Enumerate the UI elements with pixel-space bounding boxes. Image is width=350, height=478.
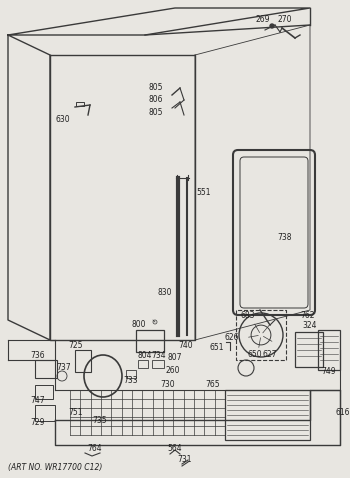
Circle shape (270, 24, 274, 28)
Text: 830: 830 (158, 288, 172, 297)
Text: 729: 729 (30, 418, 44, 427)
Bar (35, 405, 55, 421)
Text: 564: 564 (168, 444, 182, 453)
Text: 762: 762 (300, 311, 315, 320)
Text: 324: 324 (302, 321, 316, 330)
Bar (318, 330, 340, 370)
Text: 260: 260 (166, 366, 181, 375)
Bar (75, 350, 91, 372)
Text: 730: 730 (160, 380, 175, 389)
Bar (152, 360, 164, 368)
Text: 735: 735 (93, 416, 107, 425)
Text: 616: 616 (335, 408, 350, 417)
Text: 736: 736 (30, 351, 45, 360)
Text: 683: 683 (241, 311, 255, 320)
Bar (295, 332, 323, 367)
Text: 764: 764 (88, 444, 102, 453)
Text: 800: 800 (132, 320, 147, 329)
Text: 749: 749 (322, 367, 336, 376)
Bar (126, 370, 136, 378)
Text: (ART NO. WR17700 C12): (ART NO. WR17700 C12) (8, 463, 102, 472)
Bar (138, 360, 148, 368)
Text: 737: 737 (56, 363, 71, 372)
Text: 551: 551 (196, 188, 210, 197)
Text: 630: 630 (56, 115, 70, 124)
Bar (35, 360, 57, 378)
Bar (76, 102, 84, 106)
Text: 650: 650 (248, 350, 262, 359)
Text: 807: 807 (168, 353, 182, 362)
Text: 627: 627 (263, 350, 277, 359)
Text: 733: 733 (123, 376, 138, 385)
Text: 804: 804 (137, 351, 152, 360)
Text: 747: 747 (30, 396, 45, 405)
Text: 269: 269 (256, 15, 270, 24)
Text: 725: 725 (68, 341, 83, 350)
Text: 751: 751 (68, 408, 83, 417)
Bar (136, 330, 164, 352)
Text: 731: 731 (178, 455, 192, 464)
Text: 651: 651 (210, 343, 224, 352)
Text: 740: 740 (178, 341, 193, 350)
Bar (225, 390, 310, 440)
Text: 805: 805 (148, 108, 163, 117)
Text: 765: 765 (205, 380, 220, 389)
Text: 806: 806 (148, 95, 163, 104)
Text: 738: 738 (278, 233, 292, 242)
Text: 734: 734 (151, 351, 166, 360)
Text: 805: 805 (148, 83, 163, 92)
Text: 270: 270 (278, 15, 292, 24)
Text: 626: 626 (225, 333, 239, 342)
Bar (35, 385, 53, 399)
